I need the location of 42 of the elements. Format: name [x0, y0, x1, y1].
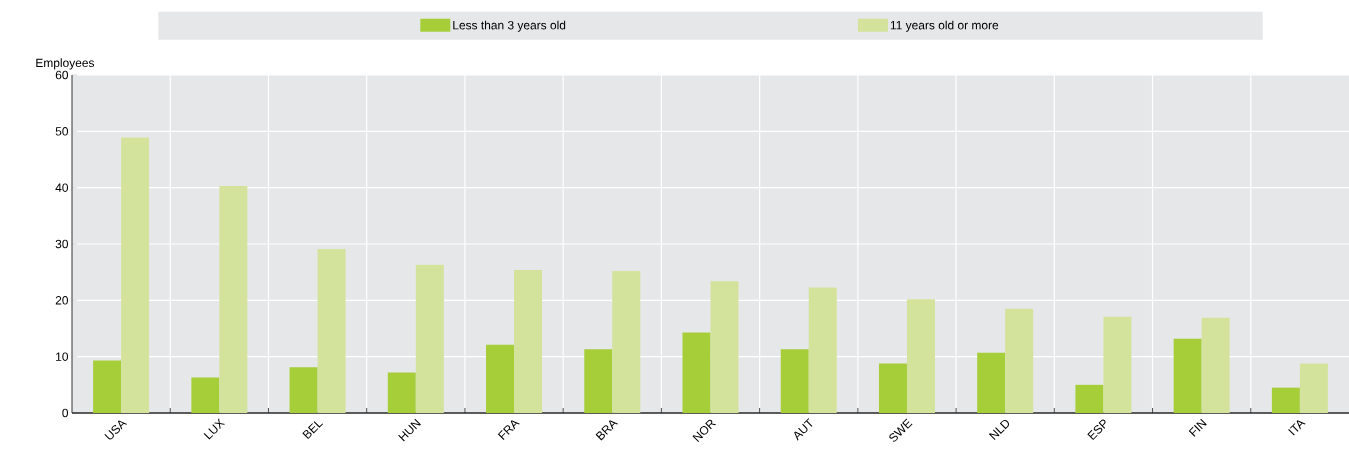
y-tick-label: 50 — [55, 127, 69, 136]
bar — [1201, 317, 1230, 413]
y-tick-label: 10 — [56, 352, 69, 361]
bar — [780, 349, 809, 413]
bar — [486, 344, 515, 413]
bar — [415, 264, 444, 413]
x-tick-label: FRA — [497, 420, 520, 440]
bar — [219, 185, 248, 413]
bar — [808, 287, 837, 413]
x-tick-label: ITA — [1288, 420, 1306, 436]
bar — [121, 137, 150, 413]
bar — [1299, 363, 1328, 413]
bar — [1271, 387, 1300, 413]
y-tick-label: 60 — [55, 70, 69, 80]
bar — [584, 349, 613, 413]
bar — [514, 269, 543, 413]
bar — [289, 367, 318, 413]
bar — [1075, 384, 1104, 413]
bar — [682, 332, 711, 413]
x-tick-label: USA — [104, 420, 127, 440]
x-tick-label: BEL — [302, 421, 324, 440]
bar — [878, 363, 907, 413]
y-tick-label: 30 — [55, 239, 69, 249]
x-tick-label: FIN — [1188, 418, 1207, 437]
bar — [1005, 308, 1034, 413]
bar — [612, 271, 641, 413]
y-axis-title: Employees — [36, 58, 95, 70]
y-tick-label: 20 — [55, 296, 69, 305]
bar — [191, 377, 220, 413]
y-tick-label: 40 — [55, 183, 69, 192]
bar — [1173, 338, 1202, 413]
bar — [906, 299, 935, 413]
bar — [93, 360, 122, 413]
x-tick-label: NLD — [988, 419, 1010, 440]
bar — [387, 372, 416, 413]
bar — [710, 281, 739, 413]
bar — [977, 352, 1006, 413]
legend-label: Less than 3 years old — [453, 20, 566, 32]
legend-label: 11 years old or more — [890, 20, 999, 32]
y-tick-label: 0 — [62, 408, 69, 418]
bar — [317, 249, 346, 413]
bar — [1103, 316, 1132, 413]
